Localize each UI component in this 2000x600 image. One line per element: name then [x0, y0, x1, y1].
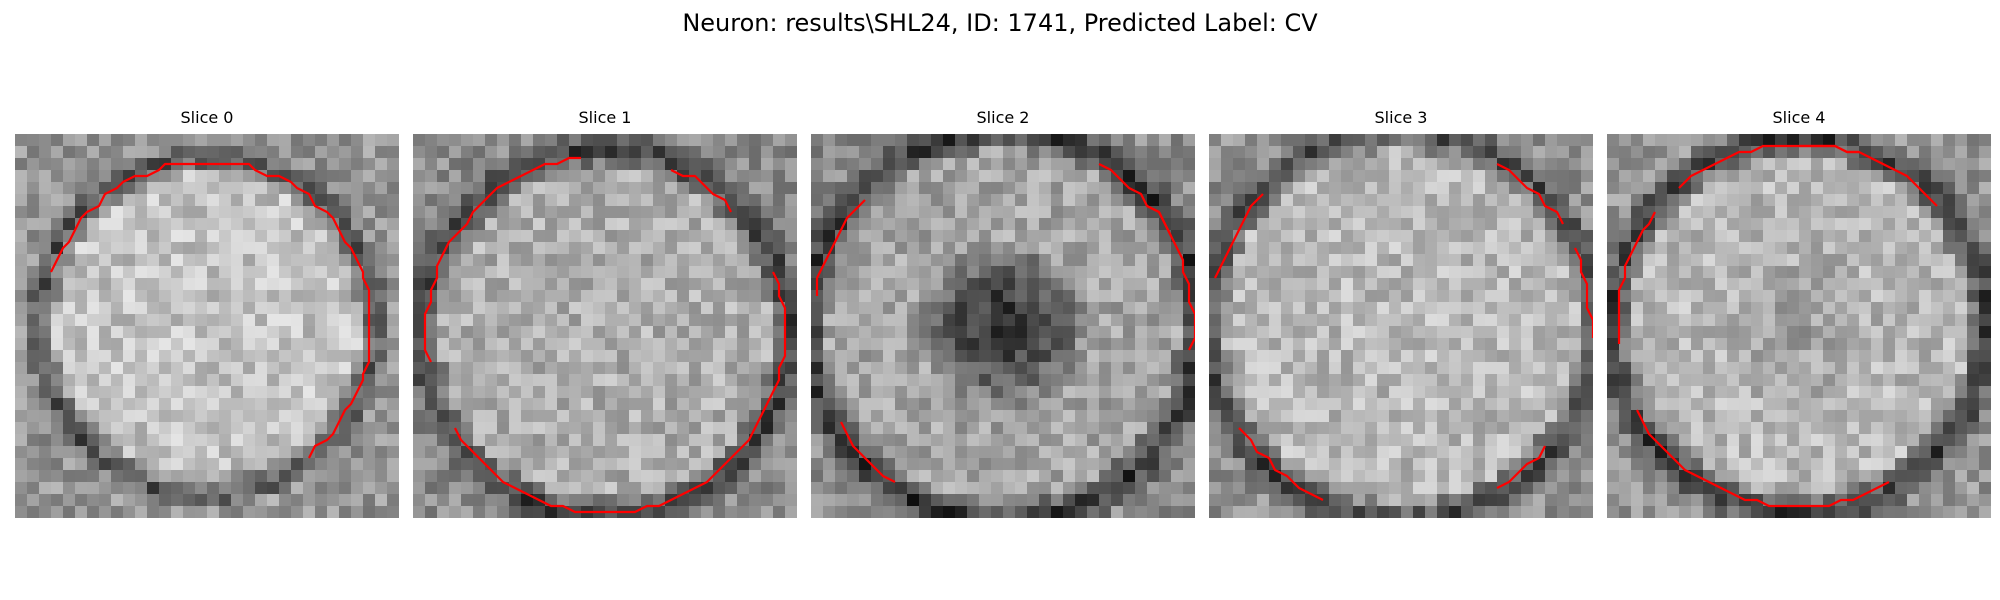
contour-segment: [1238, 427, 1324, 501]
contour-segment: [1214, 193, 1264, 279]
slice-title: Slice 1: [578, 108, 632, 127]
contour-segment: [454, 271, 787, 514]
contour-segment: [1496, 445, 1546, 489]
contour-segment: [1098, 163, 1172, 237]
contour-segment: [1574, 247, 1593, 338]
slice-image: [413, 134, 797, 518]
contour-segment: [815, 199, 866, 296]
contour-segment: [50, 162, 371, 459]
slice-image: [1209, 134, 1593, 518]
contour-segment: [670, 169, 732, 213]
contour-segment: [1496, 163, 1564, 225]
slice-pixels: [1607, 134, 1991, 518]
slice-panel-1: Slice 1: [413, 108, 797, 520]
slice-title: Slice 4: [1772, 108, 1826, 127]
slice-pixels: [811, 134, 1195, 518]
slice-panel-4: Slice 4: [1607, 108, 1991, 520]
contour-segment: [840, 421, 896, 483]
slice-image: [811, 134, 1195, 518]
slice-pixels: [15, 134, 399, 518]
slice-pixels: [413, 134, 797, 518]
slice-title: Slice 3: [1374, 108, 1428, 127]
slice-panel-3: Slice 3: [1209, 108, 1593, 520]
slice-title: Slice 2: [976, 108, 1030, 127]
contour-segment: [423, 156, 581, 363]
slice-pixels: [1209, 134, 1593, 518]
slice-title: Slice 0: [180, 108, 234, 127]
slice-image: [1607, 134, 1991, 518]
contour-segment: [1678, 144, 1859, 189]
slice-panel-2: Slice 2: [811, 108, 1195, 520]
figure-title: Neuron: results\SHL24, ID: 1741, Predict…: [682, 9, 1318, 37]
contour-segment: [1636, 409, 1890, 508]
slice-panel-0: Slice 0: [15, 108, 399, 520]
slice-image: [15, 134, 399, 518]
contour-segment: [1617, 211, 1656, 344]
